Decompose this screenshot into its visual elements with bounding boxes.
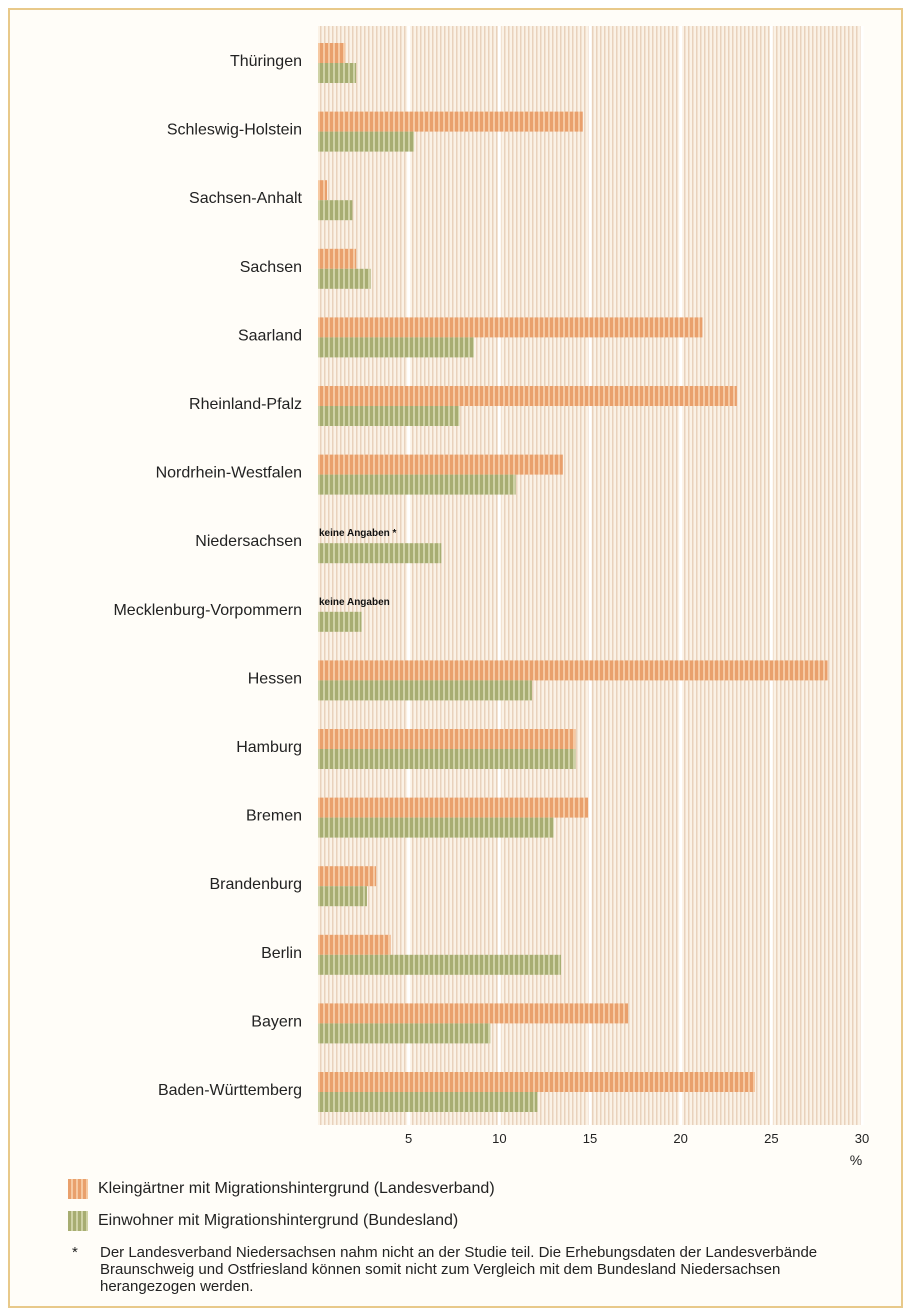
bar-bundesland (318, 268, 371, 289)
bar-bundesland (318, 749, 576, 769)
category-label: Mecklenburg-Vorpommern (113, 602, 302, 619)
category-label: Brandenburg (209, 876, 302, 893)
bar-landesverband (318, 660, 828, 681)
bar-landesverband (318, 111, 583, 132)
bar-bundesland (318, 337, 474, 358)
category-label: Thüringen (230, 53, 302, 70)
bar-landesverband (318, 866, 377, 887)
bar-landesverband (318, 43, 346, 63)
category-label: Schleswig-Holstein (167, 122, 302, 139)
bar-bundesland (318, 474, 516, 495)
bar-landesverband (318, 934, 391, 955)
bar-landesverband (318, 729, 576, 749)
category-label: Berlin (261, 945, 302, 962)
category-label: Baden-Württemberg (158, 1082, 302, 1099)
bar-bundesland (318, 817, 554, 838)
bar-bundesland (318, 886, 367, 907)
grid-lines (407, 26, 864, 1125)
bar-landesverband (318, 1003, 629, 1024)
bar-bundesland (318, 131, 415, 152)
bar-landesverband (318, 386, 737, 406)
bar-bundesland (318, 680, 532, 701)
category-label: Hamburg (236, 739, 302, 756)
tick-label: 5 (405, 1131, 412, 1146)
x-axis-ticks: 5 10 15 20 25 30 (405, 1131, 869, 1146)
bar-bundesland (318, 1023, 491, 1044)
category-labels: Thüringen Schleswig-Holstein Sachsen-Anhal… (113, 53, 302, 1099)
bar-bundesland (318, 954, 561, 975)
bar-bundesland (318, 611, 362, 632)
bar-landesverband (318, 1072, 756, 1092)
category-label: Hessen (248, 670, 302, 687)
axis-unit-label: % (850, 1152, 862, 1168)
bars: keine Angaben * keine Angaben (318, 43, 828, 1112)
no-data-annotation: keine Angaben * (319, 528, 397, 539)
category-label: Bayern (251, 1013, 302, 1030)
category-label: Rheinland-Pfalz (189, 396, 302, 413)
bar-bundesland (318, 406, 460, 426)
legend-item-landesverband: Kleingärtner mit Migrationshintergrund (… (68, 1175, 888, 1203)
bar-bundesland (318, 63, 357, 83)
bar-landesverband (318, 248, 357, 269)
footnote: * Der Landesverband Niedersachsen nahm n… (72, 1244, 877, 1295)
bar-landesverband (318, 317, 703, 338)
category-label: Sachsen-Anhalt (189, 190, 303, 207)
bar-landesverband (318, 797, 589, 818)
legend-label: Kleingärtner mit Migrationshintergrund (… (98, 1180, 495, 1197)
bar-bundesland (318, 543, 442, 564)
no-data-annotation: keine Angaben (319, 597, 390, 608)
tick-label: 15 (583, 1131, 597, 1146)
category-label: Niedersachsen (195, 533, 302, 550)
bar-bundesland (318, 200, 353, 221)
legend-swatch-green (68, 1211, 88, 1231)
category-label: Saarland (238, 327, 302, 344)
tick-label: 20 (673, 1131, 687, 1146)
tick-label: 10 (492, 1131, 506, 1146)
tick-label: 25 (764, 1131, 778, 1146)
bar-landesverband (318, 454, 563, 475)
footnote-text: Der Landesverband Niedersachsen nahm nic… (100, 1244, 818, 1295)
bar-landesverband (318, 180, 328, 201)
tick-label: 30 (855, 1131, 869, 1146)
category-label: Nordrhein-Westfalen (156, 465, 302, 482)
bar-bundesland (318, 1092, 538, 1112)
legend-swatch-orange (68, 1179, 88, 1199)
category-label: Sachsen (240, 259, 302, 276)
footnote-mark: * (72, 1244, 78, 1261)
bar-chart: keine Angaben * keine Angaben Thüringen Sc… (113, 26, 869, 1168)
legend: Kleingärtner mit Migrationshintergrund (… (68, 1175, 888, 1239)
legend-item-bundesland: Einwohner mit Migrationshintergrund (Bun… (68, 1207, 888, 1235)
category-label: Bremen (246, 808, 302, 825)
legend-label: Einwohner mit Migrationshintergrund (Bun… (98, 1212, 459, 1229)
